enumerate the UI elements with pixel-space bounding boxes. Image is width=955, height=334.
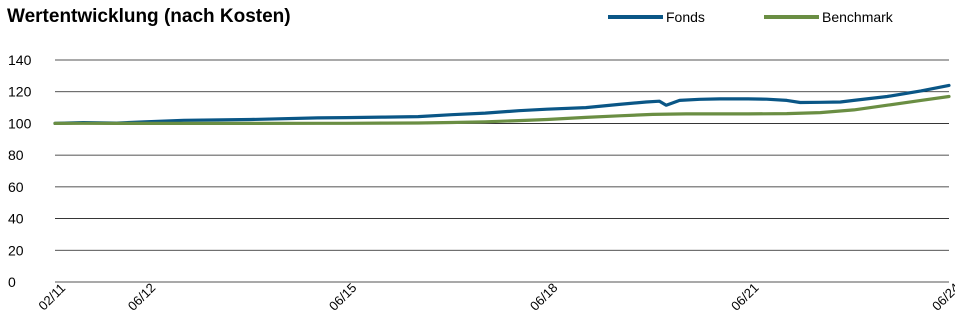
x-tick-label-4: 06/21 xyxy=(728,280,762,314)
chart-title: Wertentwicklung (nach Kosten) xyxy=(7,6,291,27)
y-tick-label-20: 20 xyxy=(8,242,24,258)
x-tick-label-0: 02/11 xyxy=(35,280,68,313)
y-tick-label-140: 140 xyxy=(8,52,32,68)
x-tick-label-3: 06/18 xyxy=(527,280,561,314)
legend-item-fonds: Fonds xyxy=(608,9,705,25)
y-tick-label-80: 80 xyxy=(8,147,24,163)
x-tick-label-5: 06/24 xyxy=(929,280,955,314)
y-tick-label-60: 60 xyxy=(8,179,24,195)
y-tick-label-120: 120 xyxy=(8,84,32,100)
legend-swatch-benchmark xyxy=(764,15,819,19)
y-tick-label-100: 100 xyxy=(8,115,32,131)
series-line-fonds xyxy=(53,83,951,126)
y-tick-label-0: 0 xyxy=(8,274,16,290)
legend-item-benchmark: Benchmark xyxy=(764,9,893,25)
x-tick-label-2: 06/15 xyxy=(326,280,360,314)
legend-label-benchmark: Benchmark xyxy=(822,9,893,25)
legend-label-fonds: Fonds xyxy=(666,9,705,25)
legend-swatch-fonds xyxy=(608,15,663,19)
y-tick-label-40: 40 xyxy=(8,211,24,227)
x-tick-label-1: 06/12 xyxy=(125,280,159,314)
series-line-benchmark xyxy=(53,94,951,126)
